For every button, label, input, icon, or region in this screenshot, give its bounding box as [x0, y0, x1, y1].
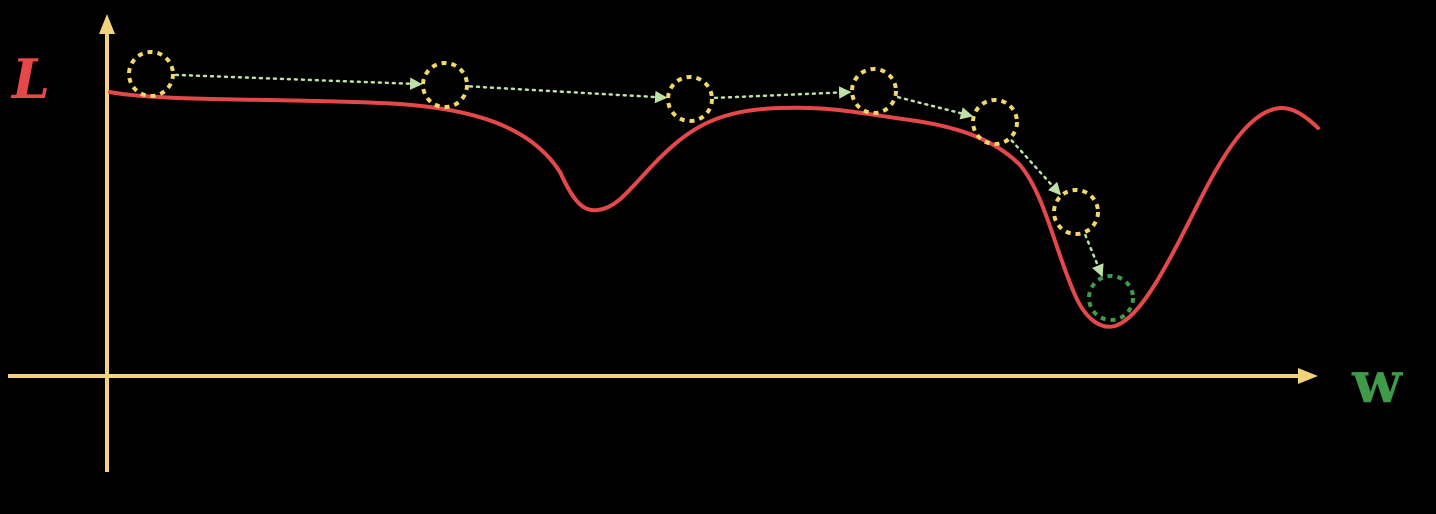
step-link-6	[1084, 233, 1104, 278]
step-link-3	[713, 86, 852, 100]
y-axis-arrow-head-icon	[99, 14, 115, 34]
step-link-1	[174, 73, 423, 90]
step-link-4	[896, 95, 974, 120]
step-marker-icon	[666, 75, 714, 123]
y-axis-label: L	[10, 47, 50, 111]
x-axis-label: w	[1351, 348, 1404, 416]
step-markers	[127, 50, 1135, 322]
step-marker-icon	[421, 61, 469, 109]
step-marker-icon	[127, 50, 175, 98]
minimum-marker-icon	[1087, 274, 1135, 322]
loss-curve	[108, 90, 1320, 329]
x-axis-arrow-head-icon	[1298, 368, 1318, 384]
axes	[8, 14, 1318, 472]
step-link-5	[1010, 139, 1061, 196]
step-marker-icon	[1052, 188, 1100, 236]
step-marker-icon	[850, 67, 898, 115]
step-link-2	[468, 85, 668, 104]
step-marker-icon	[971, 98, 1019, 146]
step-links	[174, 73, 1104, 278]
